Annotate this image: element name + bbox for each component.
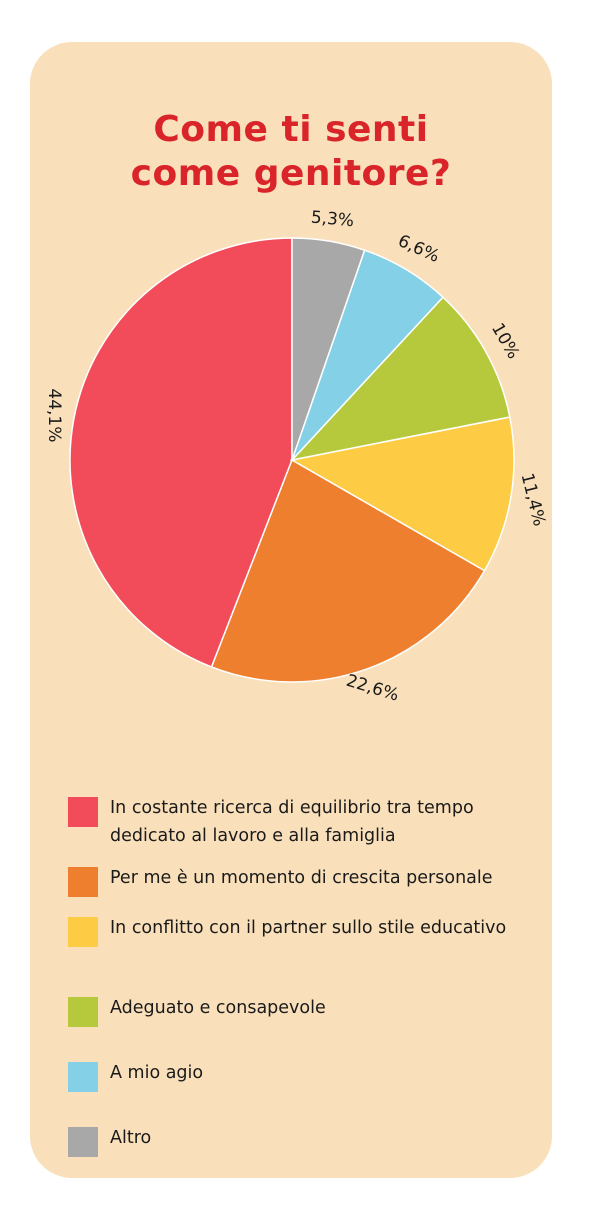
legend-label: Per me è un momento di crescita personal… (110, 868, 493, 888)
legend-item-altro: Altro (68, 1124, 538, 1157)
legend-label: In conflitto con il partner sullo stile … (110, 918, 507, 938)
chart-title-line-1: Come ti senti (153, 109, 429, 150)
slice-conflitto-value-label: 11,4% (517, 471, 549, 528)
slice-altro (291, 237, 366, 461)
legend-swatch (68, 797, 98, 827)
slice-agio-value-label: 6,6% (395, 231, 443, 267)
legend-item-agio: A mio agio (68, 1059, 538, 1092)
slice-adeguato (289, 296, 511, 462)
legend-item-equilibrio: In costante ricerca di equilibrio tra te… (68, 794, 538, 850)
legend-label: In costante ricerca di equilibrio tra te… (110, 798, 474, 846)
legend-item-adeguato: Adeguato e consapevole (68, 994, 538, 1027)
slice-equilibrio-value-label: 44,1% (44, 388, 64, 442)
survey-card: Come ti senti come genitore? In costante… (30, 42, 552, 1178)
legend-swatch (68, 917, 98, 947)
pie-chart: 44,1% 22,6% 11,4% 10% 6,6% 5,3% (44, 208, 549, 706)
slice-conflitto (289, 416, 515, 572)
legend-swatch (68, 997, 98, 1027)
slice-altro-value-label: 5,3% (310, 208, 355, 232)
legend-label: A mio agio (110, 1063, 204, 1083)
legend-label: Altro (110, 1128, 152, 1148)
legend-item-crescita: Per me è un momento di crescita personal… (68, 864, 538, 897)
legend-swatch (68, 867, 98, 897)
slice-crescita-value-label: 22,6% (344, 671, 402, 706)
legend-item-conflitto: In conflitto con il partner sullo stile … (68, 914, 538, 947)
chart-title-line-2: come genitore? (130, 153, 452, 194)
legend-swatch (68, 1062, 98, 1092)
legend-label: Adeguato e consapevole (110, 998, 326, 1018)
slice-crescita (210, 458, 486, 683)
chart-title: Come ti senti come genitore? (30, 108, 552, 196)
slice-equilibrio (69, 237, 293, 668)
slice-adeguato-value-label: 10% (487, 320, 523, 363)
legend-swatch (68, 1127, 98, 1157)
